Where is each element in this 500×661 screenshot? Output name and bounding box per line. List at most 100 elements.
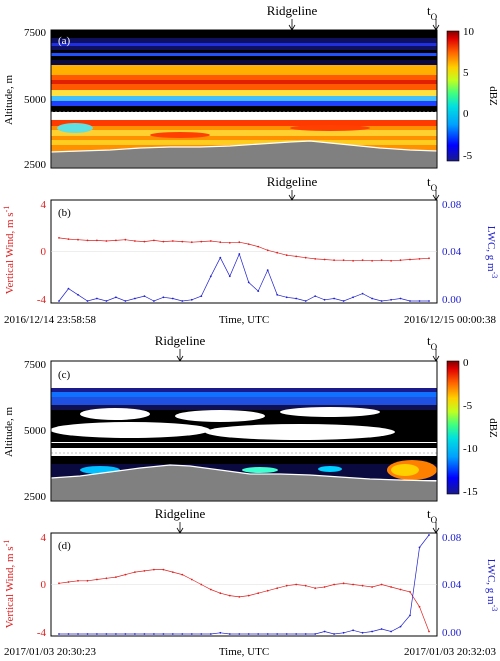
vertical-wind-point-31: [352, 583, 354, 586]
vertical-wind-point-21: [257, 245, 260, 248]
lwc-point-16: [209, 275, 212, 278]
lwc-point-19: [238, 633, 241, 635]
vertical-wind-point-14: [190, 578, 193, 581]
vertical-wind-point-10: [153, 239, 155, 242]
vertical-wind-point-28: [323, 258, 326, 261]
lwc-point-23: [276, 633, 279, 635]
cbar-tick-a-1: 5: [463, 67, 469, 79]
lwc-point-21: [257, 290, 260, 292]
lwc-point-22: [266, 633, 269, 635]
vertical-wind-point-15: [200, 583, 203, 586]
vertical-wind-point-17: [219, 592, 222, 595]
lwc-point-11: [162, 296, 165, 299]
cbar-tick-c-0: 0: [463, 357, 469, 369]
vertical-wind-point-37: [409, 591, 411, 593]
lwc-series: [58, 253, 429, 302]
x-start-d: 2017/01/03 20:30:23: [4, 646, 96, 658]
vertical-wind-point-13: [181, 240, 184, 243]
lwc-point-15: [200, 295, 203, 297]
lwc-point-39: [428, 300, 430, 302]
x-start-b: 2016/12/14 23:58:58: [4, 314, 96, 326]
lwc-point-34: [380, 300, 383, 302]
lwc-point-8: [134, 633, 136, 635]
vertical-wind-point-10: [153, 568, 155, 571]
lwc-point-2: [77, 293, 79, 296]
lwc-point-24: [285, 296, 288, 299]
lwc-point-6: [115, 633, 117, 635]
panel-label-c: (c): [58, 369, 71, 381]
ridgeline-arrow: [176, 522, 184, 534]
cbar-tick-c-3: -15: [463, 486, 478, 498]
ytick-left-d-0: 4: [41, 532, 47, 544]
vertical-wind-point-8: [134, 240, 136, 242]
lwc-point-8: [134, 297, 136, 300]
lwc-point-14: [190, 633, 193, 635]
panel-label-a: (a): [58, 35, 71, 47]
vertical-wind-point-20: [247, 243, 250, 246]
x-end-d: 2017/01/03 20:32:03: [404, 646, 496, 658]
t0-label: tO: [427, 174, 438, 193]
t0-label: tO: [427, 333, 438, 352]
lwc-point-35: [390, 298, 392, 301]
lwc-point-12: [171, 633, 174, 635]
ytick-right-b-0: 0.08: [442, 199, 462, 211]
vertical-wind-point-26: [304, 584, 307, 587]
vertical-wind-point-12: [171, 240, 174, 242]
vertical-wind-point-3: [86, 579, 89, 582]
vertical-wind-point-11: [162, 568, 165, 571]
ytick-right-d-1: 0.04: [442, 579, 462, 591]
vertical-wind-point-18: [228, 594, 231, 597]
ridgeline-label: Ridgeline: [267, 174, 318, 189]
vertical-wind-point-15: [200, 240, 203, 243]
xlabel-d: Time, UTC: [219, 646, 269, 658]
vertical-wind-point-33: [371, 586, 373, 588]
lwc-point-36: [399, 625, 402, 628]
ytick-right-b-1: 0.04: [442, 246, 462, 258]
ytick-left-b-1: 0: [41, 246, 47, 258]
lwc-point-7: [124, 633, 127, 635]
lwc-point-27: [314, 295, 317, 297]
vertical-wind-point-36: [399, 588, 402, 591]
lwc-point-30: [342, 300, 345, 302]
lwc-point-14: [190, 298, 193, 301]
cbar-tick-c-1: -5: [463, 400, 473, 412]
vertical-wind-series: [58, 237, 430, 262]
lwc-point-12: [171, 297, 174, 300]
ytick-right-d-2: 0.00: [442, 627, 462, 639]
lwc-point-24: [285, 633, 288, 635]
vertical-wind-point-2: [77, 238, 79, 241]
x-end-b: 2016/12/15 00:00:38: [404, 314, 496, 326]
lwc-point-20: [247, 633, 250, 635]
lwc-point-9: [143, 295, 146, 297]
lwc-point-23: [276, 293, 279, 296]
lwc-point-4: [96, 297, 98, 300]
vertical-wind-point-23: [276, 251, 279, 254]
lwc-point-0: [58, 633, 60, 635]
panel-label-b: (b): [58, 207, 71, 219]
lwc-point-10: [153, 300, 155, 302]
vertical-wind-point-11: [162, 240, 165, 243]
vertical-wind-point-0: [58, 237, 60, 239]
ylabel-right-b: LWC, g m-3: [485, 226, 500, 279]
lwc-point-18: [228, 633, 231, 635]
vertical-wind-point-22: [266, 249, 269, 252]
lwc-point-17: [219, 631, 222, 634]
lwc-point-3: [86, 633, 89, 635]
vertical-wind-point-38: [418, 605, 421, 608]
vertical-wind-point-14: [190, 241, 193, 244]
lwc-point-25: [295, 297, 298, 300]
lwc-point-25: [295, 633, 298, 635]
ylabel-left-d: Vertical Wind, m s-1: [2, 540, 17, 629]
cbar-tick-a-3: -5: [463, 150, 473, 162]
lwc-point-29: [333, 297, 335, 300]
vertical-wind-point-7: [124, 238, 127, 241]
ylabel-a: Altitude, m: [3, 75, 15, 126]
vertical-wind-point-1: [67, 581, 70, 583]
lwc-point-5: [105, 300, 108, 302]
vertical-wind-point-20: [247, 594, 250, 597]
lwc-point-21: [257, 633, 260, 635]
vertical-wind-point-25: [295, 583, 298, 586]
vertical-wind-point-30: [342, 582, 345, 585]
vertical-wind-point-38: [418, 258, 421, 260]
